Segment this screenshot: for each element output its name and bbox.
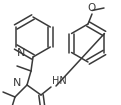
- Text: O: O: [88, 3, 96, 13]
- Text: N: N: [13, 78, 21, 88]
- Text: HN: HN: [52, 76, 67, 86]
- Text: N: N: [17, 49, 26, 58]
